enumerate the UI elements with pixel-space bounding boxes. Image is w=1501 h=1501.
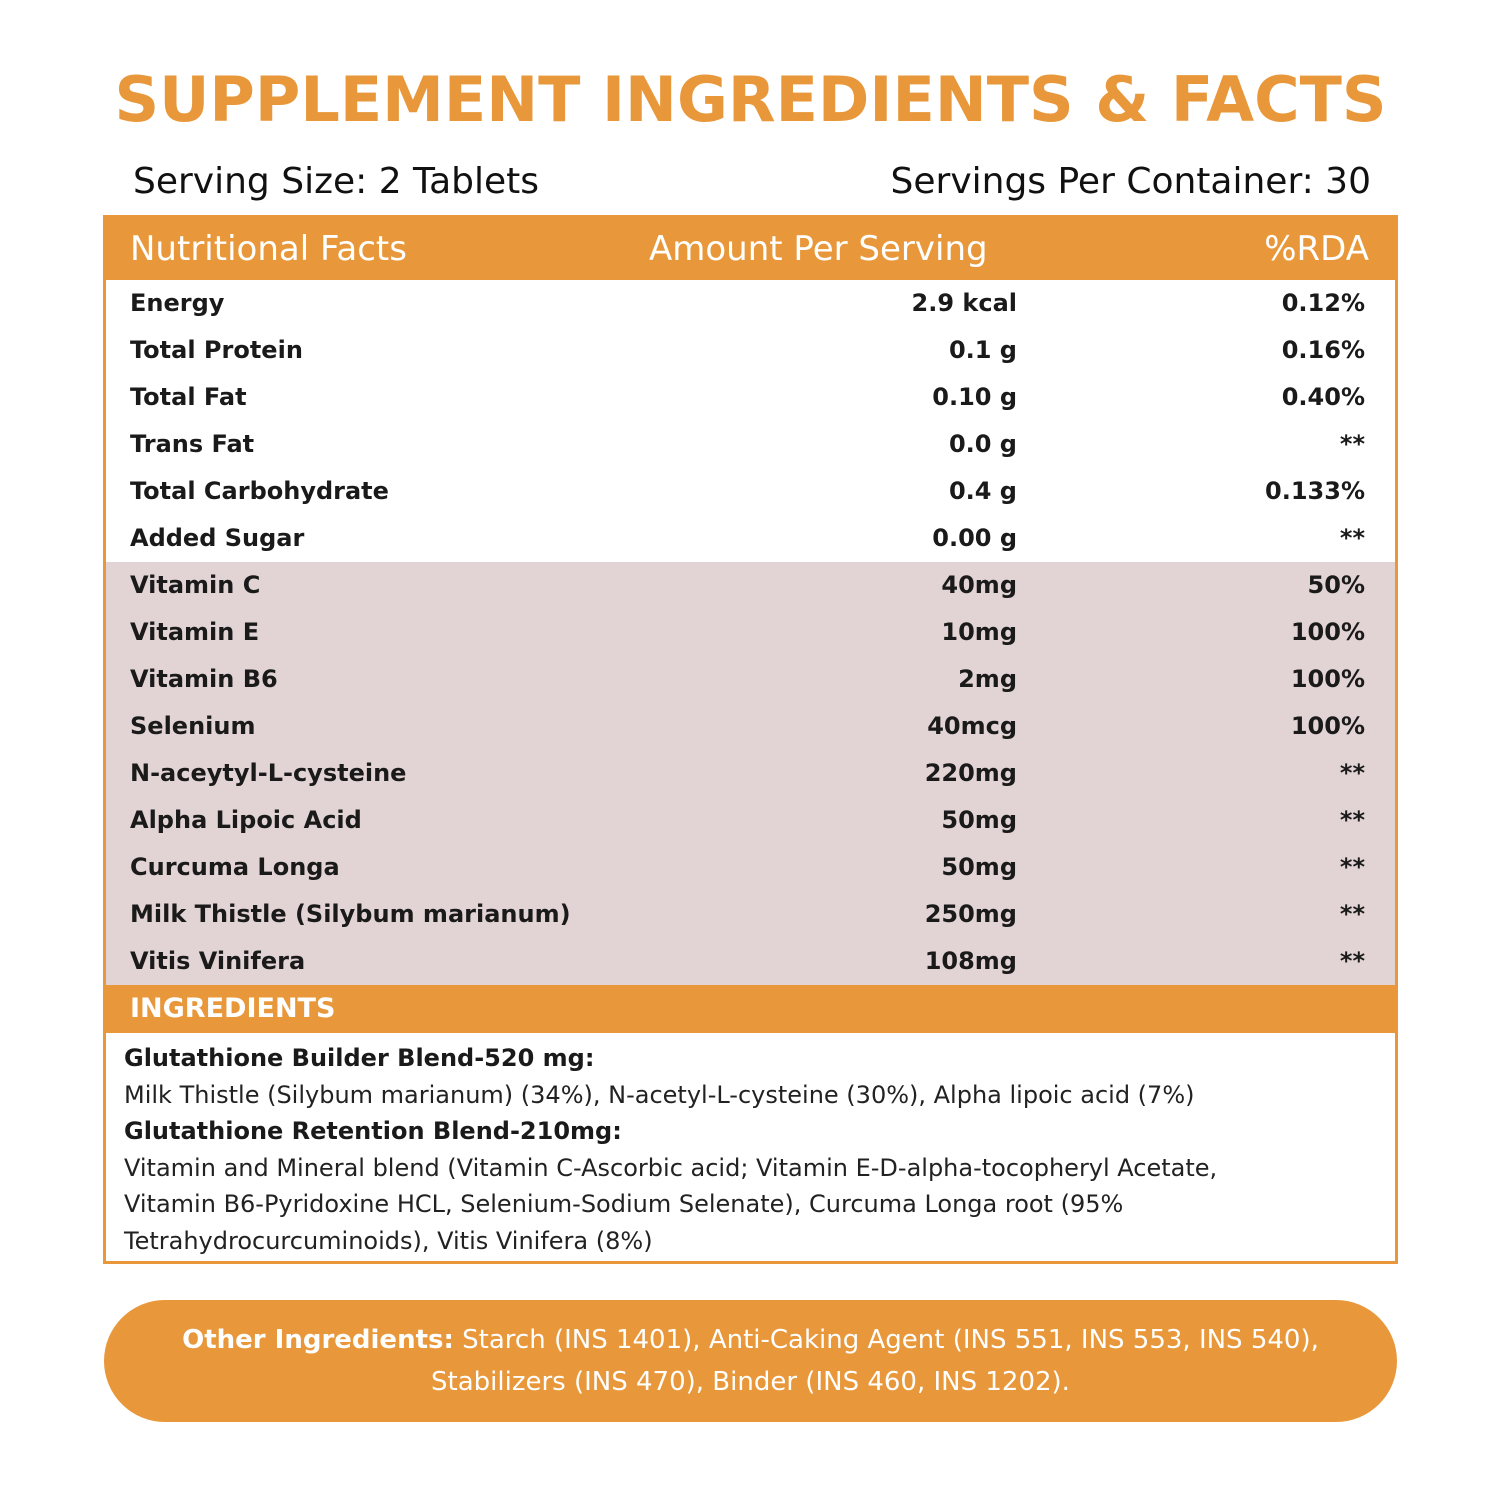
row-amount: 0.10 g — [932, 383, 1017, 411]
row-amount: 0.0 g — [948, 430, 1017, 458]
row-amount: 0.1 g — [948, 336, 1017, 364]
table-row: Alpha Lipoic Acid 50mg ** — [106, 797, 1395, 844]
row-rda: 0.12% — [1281, 289, 1365, 317]
row-rda: 100% — [1290, 712, 1365, 740]
table-row: Selenium 40mcg 100% — [106, 703, 1395, 750]
row-rda: ** — [1339, 806, 1365, 834]
row-rda: 50% — [1307, 571, 1365, 599]
row-amount: 40mg — [941, 571, 1017, 599]
table-row: Total Fat 0.10 g 0.40% — [106, 374, 1395, 421]
other-ingredients-line-1: Other Ingredients: Starch (INS 1401), An… — [104, 1319, 1397, 1361]
other-ingredients-text-2: Stabilizers (INS 470), Binder (INS 460, … — [431, 1367, 1070, 1397]
row-name: Total Fat — [130, 383, 247, 411]
row-name: Added Sugar — [130, 524, 305, 552]
row-name: Curcuma Longa — [130, 853, 340, 881]
row-amount: 108mg — [924, 947, 1017, 975]
row-name: Vitis Vinifera — [130, 947, 306, 975]
retention-blend-text-line-3: Tetrahydrocurcuminoids), Vitis Vinifera … — [124, 1226, 653, 1255]
row-name: Vitamin C — [130, 571, 261, 599]
row-amount: 2mg — [958, 665, 1017, 693]
page-title: SUPPLEMENT INGREDIENTS & FACTS — [114, 63, 1387, 136]
ingredients-heading: INGREDIENTS — [106, 985, 1395, 1033]
row-amount: 0.00 g — [932, 524, 1017, 552]
table-row: Vitamin B6 2mg 100% — [106, 656, 1395, 703]
facts-table-body: Energy 2.9 kcal 0.12% Total Protein 0.1 … — [106, 280, 1395, 985]
servings-per-container: Servings Per Container: 30 — [890, 161, 1371, 202]
other-ingredients-text-1: Starch (INS 1401), Anti-Caking Agent (IN… — [453, 1325, 1319, 1355]
row-rda: 0.133% — [1265, 477, 1365, 505]
row-rda: 0.40% — [1281, 383, 1365, 411]
row-name: N-aceytyl-L-cysteine — [130, 759, 407, 787]
retention-blend-text-line-2: Vitamin B6-Pyridoxine HCL, Selenium-Sodi… — [124, 1190, 1124, 1218]
table-row: Vitamin C 40mg 50% — [106, 562, 1395, 609]
row-rda: 0.16% — [1281, 336, 1365, 364]
row-name: Vitamin B6 — [130, 665, 278, 693]
table-row: Energy 2.9 kcal 0.12% — [106, 280, 1395, 327]
table-header: Nutritional Facts Amount Per Serving %RD… — [106, 218, 1395, 280]
row-name: Vitamin E — [130, 618, 260, 646]
table-row: Added Sugar 0.00 g ** — [106, 515, 1395, 562]
row-rda: ** — [1339, 900, 1365, 928]
row-name: Alpha Lipoic Acid — [130, 806, 362, 834]
serving-size: Serving Size: 2 Tablets — [133, 161, 540, 202]
header-rda: %RDA — [1264, 229, 1369, 269]
builder-blend-text: Milk Thistle (Silybum marianum) (34%), N… — [124, 1080, 1195, 1109]
other-ingredients-pill: Other Ingredients: Starch (INS 1401), An… — [104, 1300, 1397, 1422]
table-row: Total Carbohydrate 0.4 g 0.133% — [106, 468, 1395, 515]
retention-blend-title: Glutathione Retention Blend-210mg: — [124, 1117, 622, 1145]
row-name: Energy — [130, 289, 225, 317]
table-row: Milk Thistle (Silybum marianum) 250mg ** — [106, 891, 1395, 938]
table-row: Trans Fat 0.0 g ** — [106, 421, 1395, 468]
row-rda: 100% — [1290, 618, 1365, 646]
row-amount: 0.4 g — [948, 477, 1017, 505]
builder-blend-title: Glutathione Builder Blend-520 mg: — [124, 1044, 595, 1072]
ingredients-body: Glutathione Builder Blend-520 mg: Milk T… — [124, 1040, 1374, 1259]
row-amount: 40mcg — [927, 712, 1017, 740]
row-rda: ** — [1339, 524, 1365, 552]
row-amount: 50mg — [941, 806, 1017, 834]
row-amount: 10mg — [941, 618, 1017, 646]
header-nutritional-facts: Nutritional Facts — [130, 229, 407, 269]
row-name: Milk Thistle (Silybum marianum) — [130, 900, 571, 928]
row-rda: ** — [1339, 947, 1365, 975]
row-name: Trans Fat — [130, 430, 255, 458]
row-rda: 100% — [1290, 665, 1365, 693]
table-row: Vitis Vinifera 108mg ** — [106, 938, 1395, 985]
row-amount: 50mg — [941, 853, 1017, 881]
other-ingredients-label: Other Ingredients: — [182, 1325, 454, 1355]
header-amount-per-serving: Amount Per Serving — [649, 229, 988, 269]
table-row: Vitamin E 10mg 100% — [106, 609, 1395, 656]
row-rda: ** — [1339, 759, 1365, 787]
row-rda: ** — [1339, 853, 1365, 881]
table-row: N-aceytyl-L-cysteine 220mg ** — [106, 750, 1395, 797]
table-row: Curcuma Longa 50mg ** — [106, 844, 1395, 891]
row-rda: ** — [1339, 430, 1365, 458]
table-row: Total Protein 0.1 g 0.16% — [106, 327, 1395, 374]
row-amount: 2.9 kcal — [911, 289, 1017, 317]
row-name: Total Carbohydrate — [130, 477, 389, 505]
facts-panel: Nutritional Facts Amount Per Serving %RD… — [103, 215, 1398, 1264]
row-amount: 250mg — [924, 900, 1017, 928]
row-name: Selenium — [130, 712, 256, 740]
row-name: Total Protein — [130, 336, 303, 364]
retention-blend-text-line-1: Vitamin and Mineral blend (Vitamin C-Asc… — [124, 1153, 1218, 1182]
row-amount: 220mg — [924, 759, 1017, 787]
